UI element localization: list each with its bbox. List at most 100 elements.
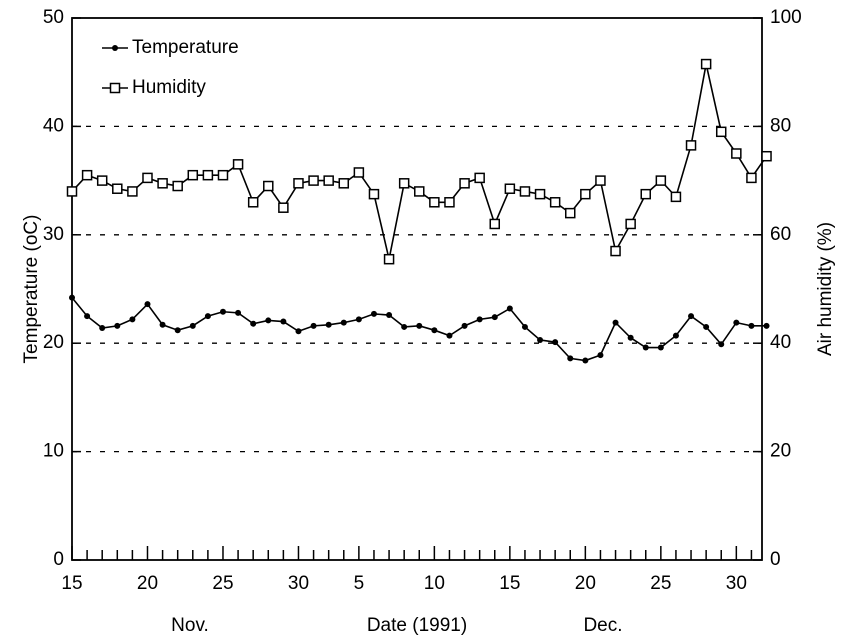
- marker: [506, 305, 513, 312]
- legend-marker: [112, 45, 118, 51]
- x-tick-label: 30: [726, 573, 747, 594]
- marker: [99, 325, 106, 332]
- x-axis-label: Date (1991): [367, 615, 467, 636]
- y-tick-label: 40: [43, 115, 64, 136]
- y2-tick-label: 100: [770, 7, 802, 28]
- marker: [715, 126, 727, 138]
- x-tick-label: 10: [424, 573, 445, 594]
- y-axis-label: Temperature (oC): [21, 215, 42, 364]
- marker: [416, 322, 423, 329]
- y-tick-label: 0: [53, 549, 64, 570]
- marker: [112, 183, 123, 194]
- marker: [567, 355, 574, 362]
- marker: [172, 180, 183, 192]
- marker: [401, 323, 408, 330]
- marker: [114, 322, 121, 329]
- marker: [235, 309, 242, 316]
- marker: [174, 327, 181, 334]
- marker: [657, 344, 664, 351]
- marker: [746, 172, 757, 184]
- marker: [534, 188, 546, 200]
- marker: [489, 218, 501, 230]
- marker: [761, 150, 772, 162]
- marker: [700, 58, 712, 70]
- marker: [187, 169, 199, 181]
- marker: [688, 313, 695, 320]
- marker: [504, 183, 516, 194]
- x-tick-label: 5: [354, 573, 365, 594]
- y2-tick-label: 60: [770, 224, 791, 245]
- marker: [474, 172, 485, 184]
- marker: [459, 178, 470, 189]
- marker: [521, 323, 528, 330]
- marker: [414, 186, 425, 197]
- marker: [355, 316, 362, 323]
- marker: [278, 202, 289, 213]
- marker: [519, 186, 531, 197]
- marker: [431, 327, 438, 334]
- month-label: Dec.: [583, 615, 622, 636]
- x-tick-label: 25: [650, 573, 671, 594]
- marker: [368, 188, 380, 200]
- marker: [383, 253, 395, 265]
- marker: [338, 178, 350, 189]
- y-tick-label: 30: [43, 224, 64, 245]
- marker: [127, 186, 138, 197]
- marker: [265, 317, 272, 324]
- marker: [748, 322, 755, 329]
- legend-marker: [109, 82, 121, 94]
- marker: [672, 332, 679, 339]
- marker: [476, 316, 483, 323]
- marker: [595, 175, 606, 186]
- marker: [461, 322, 468, 329]
- marker: [280, 318, 287, 325]
- marker: [670, 191, 682, 203]
- marker: [69, 294, 75, 301]
- marker: [129, 316, 136, 323]
- x-tick-label: 30: [288, 573, 309, 594]
- marker: [353, 167, 365, 178]
- marker: [232, 159, 244, 170]
- marker: [582, 357, 589, 364]
- marker: [731, 148, 742, 159]
- marker: [293, 178, 304, 189]
- marker: [340, 319, 347, 326]
- marker: [66, 186, 78, 197]
- marker: [96, 175, 108, 186]
- marker: [718, 341, 725, 348]
- marker: [263, 180, 274, 192]
- y2-tick-label: 40: [770, 332, 791, 353]
- marker: [142, 172, 153, 184]
- marker: [247, 197, 259, 208]
- y2-axis-label: Air humidity (%): [815, 222, 836, 356]
- marker: [685, 140, 697, 151]
- plot-frame: [71, 17, 763, 561]
- marker: [323, 175, 334, 186]
- marker: [552, 339, 559, 346]
- marker: [640, 188, 651, 200]
- marker: [189, 322, 196, 329]
- marker: [597, 352, 604, 359]
- marker: [217, 169, 229, 181]
- marker: [627, 334, 634, 341]
- marker: [703, 323, 710, 330]
- marker: [159, 321, 166, 328]
- marker: [733, 319, 740, 326]
- y-tick-label: 50: [43, 7, 64, 28]
- marker: [655, 175, 667, 186]
- marker: [308, 175, 319, 186]
- marker: [444, 197, 455, 208]
- marker: [612, 319, 619, 326]
- y2-tick-label: 0: [770, 549, 781, 570]
- marker: [204, 313, 211, 320]
- marker: [610, 245, 621, 257]
- marker: [144, 301, 151, 308]
- marker: [446, 332, 453, 339]
- marker: [84, 313, 91, 320]
- marker: [370, 310, 377, 317]
- x-tick-label: 20: [575, 573, 596, 594]
- marker: [81, 169, 93, 181]
- marker: [295, 328, 302, 335]
- marker: [763, 322, 770, 329]
